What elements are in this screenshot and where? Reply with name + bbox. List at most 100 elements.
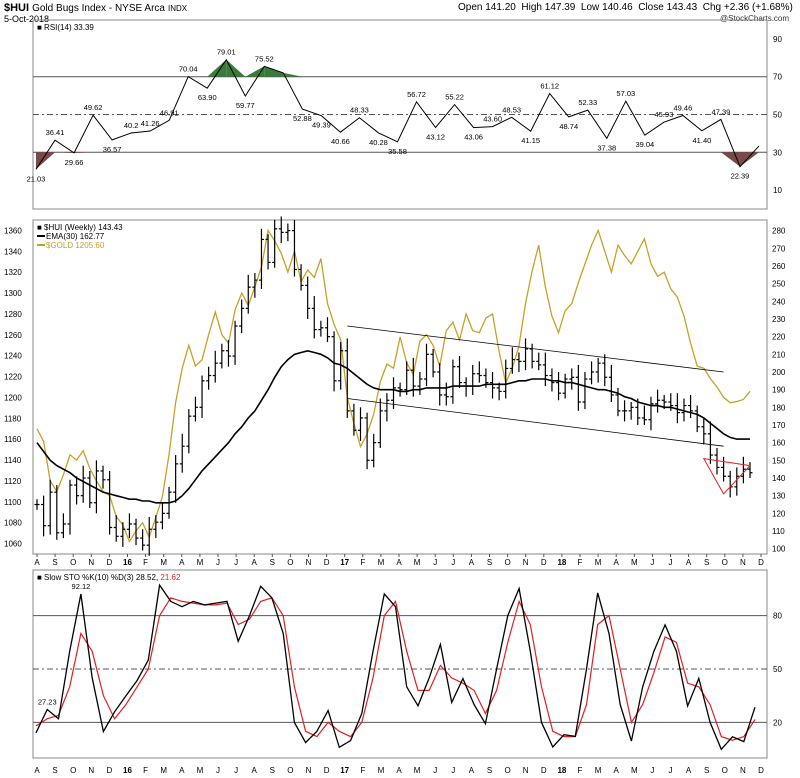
stoch-x-tick: D [324,766,330,775]
rsi-axis-tick: 10 [773,186,782,195]
price-right-tick: 250 [772,280,786,289]
stoch-x-tick: S [704,766,709,775]
rsi-oversold-fill [74,152,94,153]
low-label: Low [580,2,600,13]
price-right-tick: 110 [772,527,785,536]
stoch-axis-tick: 20 [773,718,782,727]
price-left-tick: 1240 [4,352,22,361]
price-x-tick: M [160,558,167,567]
rsi-axis-tick: 70 [773,73,782,82]
stoch-x-tick: 17 [340,766,349,775]
price-x-tick: J [234,558,238,567]
stoch-x-tick: D [541,766,547,775]
stoch-x-tick: S [270,766,275,775]
stoch-x-tick: S [52,766,57,775]
stoch-x-tick: M [160,766,167,775]
stoch-x-tick: F [578,766,583,775]
price-x-tick: J [669,558,673,567]
stoch-x-tick: J [433,766,437,775]
triangle-pattern [702,457,752,495]
price-left-tick: 1280 [4,310,22,319]
open-value: 141.20 [485,2,516,13]
price-x-tick: O [504,558,510,567]
price-left-tick: 1160 [4,435,22,444]
rsi-data-label: 41.15 [521,136,540,145]
rsi-data-label: 40.66 [331,137,350,146]
price-x-tick: F [360,558,365,567]
price-x-tick: M [378,558,385,567]
price-panel-frame [32,219,768,555]
rsi-data-label: 48.53 [502,105,521,114]
stoch-data-label: 92.12 [72,582,91,591]
price-left-tick: 1120 [4,477,22,486]
rsi-data-label: 70.04 [179,65,198,74]
stoch-x-tick: M [414,766,421,775]
rsi-data-label: 49.46 [674,104,693,113]
rsi-oversold-fill [36,152,56,170]
rsi-axis-tick: 90 [773,35,782,44]
price-x-tick: D [324,558,330,567]
rsi-overbought-fill [283,72,303,77]
price-x-tick: N [523,558,529,567]
rsi-data-label: 40.2 [124,121,139,130]
price-legend-ema: EMA(30) 162.77 [46,232,105,241]
price-left-tick: 1180 [4,414,22,423]
stoch-x-tick: D [107,766,113,775]
price-x-tick: A [252,558,258,567]
rsi-data-label: 52.88 [293,114,312,123]
rsi-data-label: 59.77 [236,101,255,110]
rsi-data-label: 48.33 [350,106,369,115]
chg-value: +2.36 (+1.68%) [723,2,793,13]
price-left-tick: 1200 [4,393,22,402]
price-right-tick: 170 [772,421,786,430]
price-x-tick: M [197,558,204,567]
rsi-data-label: 46.91 [160,108,179,117]
price-left-tick: 1320 [4,268,22,277]
low-value: 140.46 [602,2,633,13]
stoch-x-tick: A [34,766,40,775]
rsi-data-label: 79.01 [217,48,236,57]
price-x-tick: D [541,558,547,567]
price-left-tick: 1340 [4,247,22,256]
rsi-data-label: 75.52 [255,54,274,63]
rsi-data-label: 49.62 [84,103,103,112]
rsi-data-label: 21.03 [27,174,46,183]
price-left-tick: 1080 [4,519,22,528]
channel-upper-line [347,325,724,373]
stoch-x-tick: O [70,766,76,775]
rsi-data-label: 47.39 [712,107,731,116]
symbol-title: $HUI Gold Bugs Index - NYSE Arca INDX [4,2,187,14]
open-label: Open [458,2,483,13]
rsi-data-label: 63.90 [198,93,217,102]
rsi-data-label: 56.72 [407,90,426,99]
stoch-x-tick: N [306,766,312,775]
stoch-x-tick: 16 [123,766,132,775]
stoch-x-tick: F [360,766,365,775]
rsi-data-label: 39.04 [635,140,654,149]
close-value: 143.43 [666,2,698,13]
price-x-tick: J [451,558,455,567]
stoch-x-tick: A [252,766,258,775]
stoch-panel-frame [32,569,768,759]
chg-label: Chg [702,2,722,13]
price-x-tick: A [34,558,40,567]
price-right-tick: 150 [772,456,786,465]
price-x-tick: S [704,558,709,567]
price-x-tick: F [578,558,583,567]
rsi-data-label: 29.66 [65,158,84,167]
stoch-x-tick: 18 [557,766,566,775]
stoch-axis-tick: 80 [773,612,782,621]
stoch-x-tick: A [179,766,185,775]
price-x-tick: A [614,558,620,567]
price-right-tick: 100 [772,545,786,554]
stoch-x-tick: A [469,766,475,775]
price-x-tick: J [216,558,220,567]
stoch-x-tick: J [234,766,238,775]
watermark: @StockCharts.com [720,14,790,23]
price-x-tick: A [396,558,402,567]
price-right-tick: 210 [772,350,786,359]
stoch-x-tick: A [614,766,620,775]
stoch-d-line [35,597,756,741]
rsi-data-label: 36.41 [46,128,65,137]
